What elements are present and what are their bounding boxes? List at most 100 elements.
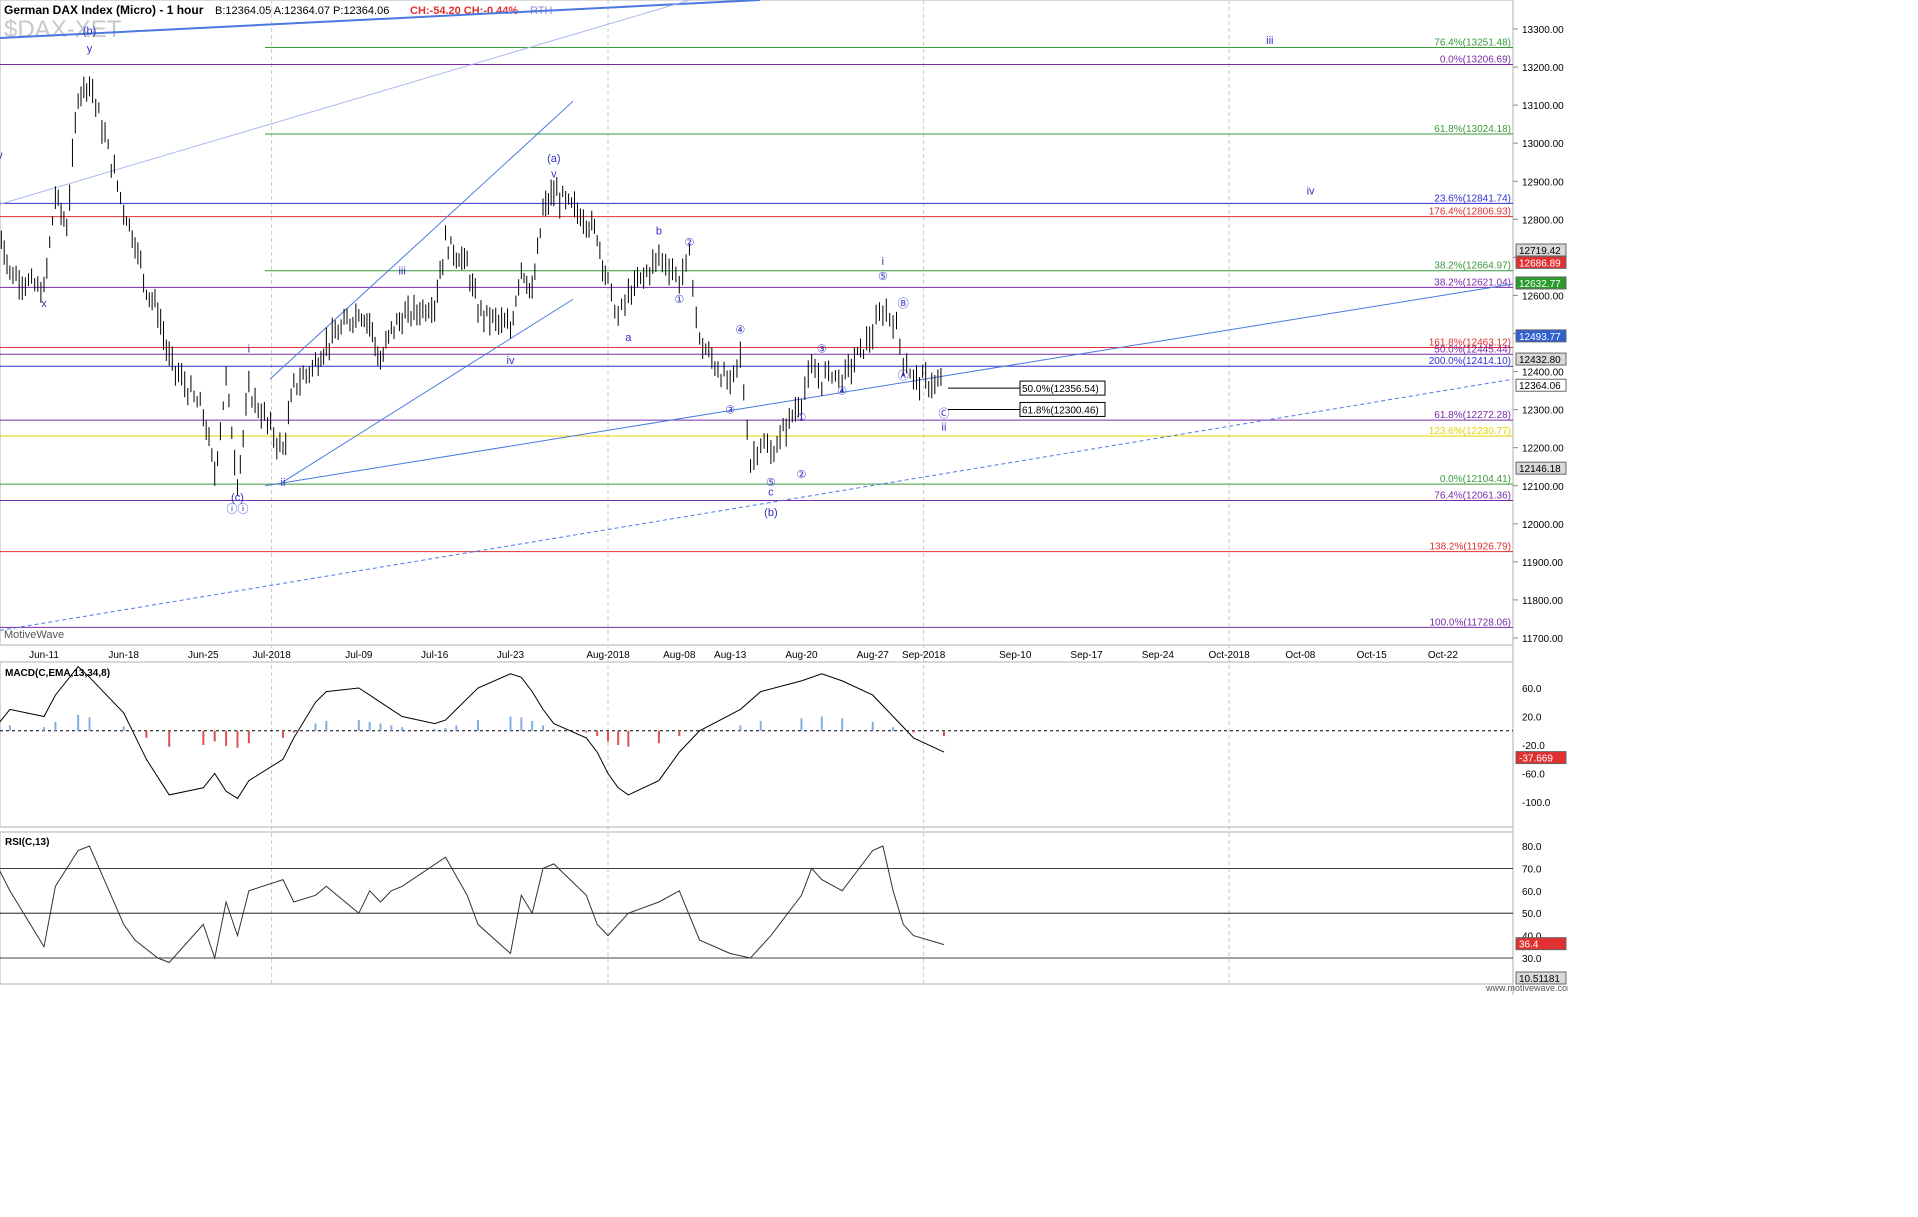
price-tick-label: 12000.00: [1522, 520, 1564, 531]
price-tick-label: 12900.00: [1522, 177, 1564, 188]
axis-value-badge: [1515, 255, 1567, 269]
x-tick-label: Jul-2018: [252, 650, 291, 661]
macd-histogram-bar: [943, 730, 945, 737]
x-tick-label: Aug-13: [714, 650, 747, 661]
x-tick-label: Aug-08: [663, 650, 696, 661]
fib-label: 176.4%(12806.93): [1429, 207, 1511, 218]
fib-label: 76.4%(13251.48): [1434, 37, 1511, 48]
wave-label: ii: [942, 422, 947, 434]
wave-label: ⓘⓘ: [226, 502, 248, 515]
macd-histogram-bar: [236, 730, 239, 748]
axis-value-badge-text: 12686.89: [1519, 258, 1561, 269]
axis-value-badge-text: 12432.80: [1519, 355, 1561, 366]
price-tick-label: 12800.00: [1522, 215, 1564, 226]
macd-histogram-bar: [202, 730, 205, 745]
wave-label: (c): [231, 492, 244, 504]
x-tick-label: Jun-25: [188, 650, 219, 661]
macd-histogram-bar: [357, 720, 360, 731]
wave-label: w: [0, 149, 2, 161]
price-tick-label: 12400.00: [1522, 368, 1564, 379]
retrace-label: 61.8%(12300.46): [1022, 405, 1099, 416]
macd-histogram-bar: [477, 720, 479, 731]
wave-label: b: [656, 226, 662, 238]
macd-histogram-bar: [444, 728, 447, 731]
macd-histogram-bar: [225, 730, 228, 746]
symbol-watermark: $DAX-XET: [4, 16, 122, 43]
x-tick-label: Aug-27: [857, 650, 890, 661]
rsi-extra-badge: [1515, 971, 1567, 985]
wave-label: ①: [797, 412, 807, 424]
macd-histogram-bar: [122, 726, 125, 731]
axis-value-badge-text: 12364.06: [1519, 381, 1561, 392]
macd-histogram-bar: [531, 720, 534, 731]
wave-label: Ⓒ: [939, 407, 950, 420]
quote-text: B:12364.05 A:12364.07 P:12364.06: [215, 5, 389, 17]
fib-label: 0.0%(13206.69): [1440, 55, 1511, 66]
price-panel-frame: [0, 0, 1514, 646]
wave-label: ④: [735, 325, 745, 337]
price-tick-label: 11700.00: [1522, 634, 1563, 645]
macd-histogram-bar: [509, 716, 512, 731]
macd-histogram-bar: [455, 725, 458, 731]
x-tick-label: Jun-18: [108, 650, 139, 661]
macd-histogram-bar: [627, 730, 630, 747]
rsi-extra-badge-text: 10.51181: [1519, 974, 1560, 985]
axis-value-badge: [1515, 276, 1567, 290]
price-tick-label: 13000.00: [1522, 139, 1564, 150]
macd-histogram-bar: [292, 730, 295, 733]
rsi-tick-label: 40.0: [1522, 932, 1542, 943]
motivewave-watermark: MotiveWave: [4, 629, 64, 641]
macd-histogram-bar: [8, 725, 11, 731]
trendline-top-left: [0, 0, 761, 39]
macd-histogram-bar: [585, 730, 588, 733]
retrace-label: 50.0%(12356.54): [1022, 384, 1099, 395]
wave-label: (b): [83, 26, 96, 38]
axis-value-badge: [1515, 378, 1567, 392]
x-tick-label: Oct-22: [1428, 650, 1458, 661]
macd-histogram-bar: [607, 730, 609, 742]
macd-histogram-bar: [912, 730, 915, 733]
wave-label: ⑤: [766, 477, 776, 489]
wave-label: iv: [507, 355, 515, 367]
x-tick-label: Oct-2018: [1209, 650, 1251, 661]
x-tick-label: Oct-08: [1285, 650, 1315, 661]
wave-label: c: [768, 486, 774, 498]
fib-label: 200.0%(12414.10): [1429, 356, 1511, 367]
macd-histogram-bar: [325, 720, 328, 731]
wave-label: ii: [281, 477, 286, 489]
x-tick-label: Aug-20: [785, 650, 818, 661]
price-tick-label: 12200.00: [1522, 444, 1564, 455]
macd-histogram-bar: [617, 730, 620, 745]
price-tick-label: 11900.00: [1522, 558, 1563, 569]
axis-value-badge-text: 12632.77: [1519, 279, 1561, 290]
fib-label: 100.0%(11728.06): [1429, 617, 1511, 628]
macd-histogram-bar: [596, 730, 599, 737]
chart-title: German DAX Index (Micro) - 1 hour: [4, 3, 204, 17]
price-tick-label: 13200.00: [1522, 63, 1564, 74]
rsi-panel-frame: [0, 831, 1514, 985]
chart-canvas: German DAX Index (Micro) - 1 hour B:1236…: [0, 0, 1568, 995]
macd-histogram-bar: [520, 717, 523, 731]
macd-line: [0, 665, 945, 800]
macd-histogram-bar: [800, 718, 803, 731]
fib-label: 50.0%(12445.44): [1434, 344, 1511, 355]
rsi-panel: 80.0 70.0 60.0 50.0 40.0 30.0 36.4 10.51181: [0, 842, 1567, 985]
axis-value-badge: [1515, 329, 1567, 343]
axis-value-badge-text: 12719.42: [1519, 246, 1561, 257]
x-tick-label: Sep-24: [1142, 650, 1175, 661]
price-tick-label: 12600.00: [1522, 291, 1564, 302]
macd-tick-label: -100.0: [1522, 798, 1551, 809]
macd-histogram-bar: [368, 721, 371, 731]
rsi-title: RSI(C,13): [5, 837, 49, 848]
fib-label: 38.2%(12664.97): [1434, 261, 1511, 272]
macd-tick-label: 20.0: [1522, 713, 1542, 724]
macd-histogram-bar: [841, 718, 844, 731]
price-tick-label: 12300.00: [1522, 406, 1564, 417]
wave-label: a: [625, 332, 632, 344]
fib-label: 23.6%(12841.74): [1434, 193, 1511, 204]
macd-histogram-bar: [213, 730, 216, 742]
fib-label: 138.2%(11926.79): [1429, 542, 1511, 553]
macd-histogram-bar: [77, 714, 80, 731]
wave-label: ⑤: [878, 271, 888, 283]
trendline-channel-lower: [282, 298, 574, 483]
